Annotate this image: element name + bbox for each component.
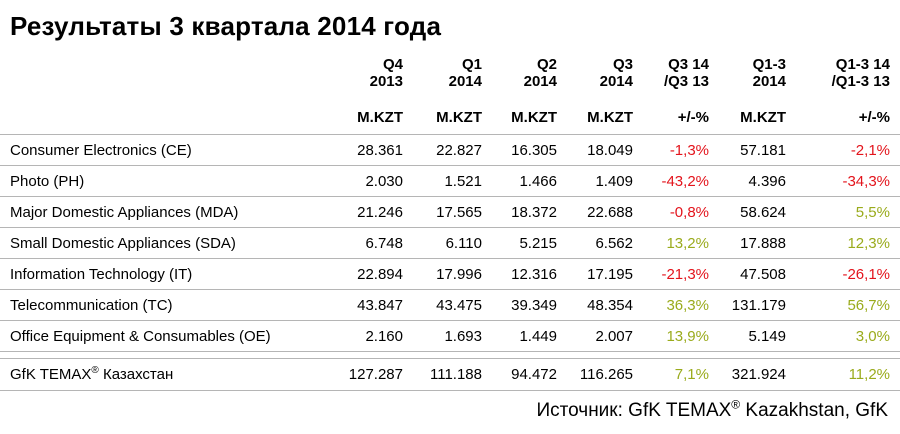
- column-header-q3-2014: Q3 2014: [599, 56, 633, 90]
- cell-q1-3-change: -26,1%: [796, 258, 900, 290]
- table-row: Small Domestic Appliances (SDA) 6.748 6.11…: [0, 227, 900, 259]
- cell-q2-2014: 39.349: [492, 289, 567, 321]
- table-row-total: GfK TEMAX® Казахстан 127.287 111.188 94.…: [0, 358, 900, 391]
- row-label: Consumer Electronics (CE): [0, 134, 340, 166]
- column-header-q4-2013: Q4 2013: [369, 56, 403, 90]
- unit-header: M.KZT: [492, 94, 567, 135]
- cell-q3-change: 36,3%: [643, 289, 719, 321]
- table-row: Office Equipment & Consumables (OE) 2.160…: [0, 320, 900, 352]
- table-row: Consumer Electronics (CE) 28.361 22.827 16.…: [0, 134, 900, 166]
- cell-q3-2014: 1.409: [567, 165, 643, 197]
- cell-q1-3-2014: 58.624: [719, 196, 796, 228]
- row-label: Office Equipment & Consumables (OE): [0, 320, 340, 352]
- cell-q3-2014: 48.354: [567, 289, 643, 321]
- registered-mark: ®: [731, 397, 741, 412]
- total-q1-3-change: 11,2%: [796, 358, 900, 391]
- cell-q4-2013: 43.847: [340, 289, 413, 321]
- cell-q4-2013: 28.361: [340, 134, 413, 166]
- cell-q3-2014: 6.562: [567, 227, 643, 259]
- table-row: Major Domestic Appliances (MDA) 21.246 17.…: [0, 196, 900, 228]
- header-unit-label-cell: [0, 94, 340, 135]
- header-row-units: M.KZT M.KZT M.KZT M.KZT +/-% M.KZT +/-%: [0, 94, 900, 135]
- row-label: Telecommunication (TC): [0, 289, 340, 321]
- cell-q1-3-2014: 4.396: [719, 165, 796, 197]
- cell-q1-3-change: 3,0%: [796, 320, 900, 352]
- cell-q2-2014: 18.372: [492, 196, 567, 228]
- cell-q4-2013: 6.748: [340, 227, 413, 259]
- cell-q2-2014: 16.305: [492, 134, 567, 166]
- registered-mark: ®: [91, 365, 99, 376]
- unit-header: M.KZT: [719, 94, 796, 135]
- column-header-q1-3-2014: Q1-3 2014: [752, 56, 786, 90]
- row-label: Photo (PH): [0, 165, 340, 197]
- table-row: Information Technology (IT) 22.894 17.996 1…: [0, 258, 900, 290]
- page-title: Результаты 3 квартала 2014 года: [10, 11, 442, 41]
- table-body: Consumer Electronics (CE) 28.361 22.827 16.…: [0, 134, 900, 391]
- cell-q3-change: -1,3%: [643, 134, 719, 166]
- results-table: Q4 2013 Q1 2014 Q2 2014 Q3 2014 Q3 14/Q3 13 …: [0, 56, 900, 391]
- cell-q1-3-change: 5,5%: [796, 196, 900, 228]
- column-header-q2-2014: Q2 2014: [523, 56, 557, 90]
- header-label-cell: [0, 56, 340, 94]
- cell-q3-change: -43,2%: [643, 165, 719, 197]
- cell-q1-3-change: -34,3%: [796, 165, 900, 197]
- cell-q4-2013: 22.894: [340, 258, 413, 290]
- cell-q1-3-2014: 47.508: [719, 258, 796, 290]
- cell-q4-2013: 21.246: [340, 196, 413, 228]
- cell-q2-2014: 12.316: [492, 258, 567, 290]
- cell-q1-2014: 22.827: [413, 134, 492, 166]
- table-row: Photo (PH) 2.030 1.521 1.466 1.409 -43,2% 4.39…: [0, 165, 900, 197]
- total-q4-2013: 127.287: [340, 358, 413, 391]
- row-label: Major Domestic Appliances (MDA): [0, 196, 340, 228]
- cell-q1-3-2014: 5.149: [719, 320, 796, 352]
- total-label: GfK TEMAX® Казахстан: [0, 358, 340, 391]
- cell-q1-2014: 1.521: [413, 165, 492, 197]
- unit-header: +/-%: [643, 94, 719, 135]
- total-q3-change: 7,1%: [643, 358, 719, 391]
- cell-q4-2013: 2.030: [340, 165, 413, 197]
- cell-q1-2014: 17.565: [413, 196, 492, 228]
- column-header-q1-3-change: Q1-3 14/Q1-3 13: [831, 56, 890, 90]
- total-q1-3-2014: 321.924: [719, 358, 796, 391]
- source-note: Источник: GfK TEMAX® Kazakhstan, GfK: [536, 397, 889, 421]
- cell-q3-change: -0,8%: [643, 196, 719, 228]
- header-row-periods: Q4 2013 Q1 2014 Q2 2014 Q3 2014 Q3 14/Q3 13 …: [0, 56, 900, 94]
- cell-q3-change: -21,3%: [643, 258, 719, 290]
- cell-q1-2014: 6.110: [413, 227, 492, 259]
- cell-q1-3-2014: 131.179: [719, 289, 796, 321]
- cell-q3-2014: 17.195: [567, 258, 643, 290]
- table-spacer-row: [0, 351, 900, 359]
- column-header-q1-2014: Q1 2014: [448, 56, 482, 90]
- cell-q1-3-change: -2,1%: [796, 134, 900, 166]
- cell-q1-3-change: 56,7%: [796, 289, 900, 321]
- cell-q2-2014: 5.215: [492, 227, 567, 259]
- unit-header: +/-%: [796, 94, 900, 135]
- row-label: Information Technology (IT): [0, 258, 340, 290]
- cell-q1-2014: 17.996: [413, 258, 492, 290]
- cell-q2-2014: 1.466: [492, 165, 567, 197]
- column-header-q3-change: Q3 14/Q3 13: [663, 56, 709, 90]
- cell-q3-2014: 18.049: [567, 134, 643, 166]
- unit-header: M.KZT: [567, 94, 643, 135]
- unit-header: M.KZT: [413, 94, 492, 135]
- cell-q3-2014: 22.688: [567, 196, 643, 228]
- total-q3-2014: 116.265: [567, 358, 643, 391]
- total-q1-2014: 111.188: [413, 358, 492, 391]
- cell-q1-2014: 1.693: [413, 320, 492, 352]
- cell-q2-2014: 1.449: [492, 320, 567, 352]
- cell-q1-2014: 43.475: [413, 289, 492, 321]
- table-row: Telecommunication (TC) 43.847 43.475 39.349…: [0, 289, 900, 321]
- unit-header: M.KZT: [340, 94, 413, 135]
- cell-q1-3-2014: 17.888: [719, 227, 796, 259]
- cell-q1-3-change: 12,3%: [796, 227, 900, 259]
- cell-q1-3-2014: 57.181: [719, 134, 796, 166]
- cell-q4-2013: 2.160: [340, 320, 413, 352]
- cell-q3-change: 13,2%: [643, 227, 719, 259]
- cell-q3-2014: 2.007: [567, 320, 643, 352]
- cell-q3-change: 13,9%: [643, 320, 719, 352]
- total-q2-2014: 94.472: [492, 358, 567, 391]
- row-label: Small Domestic Appliances (SDA): [0, 227, 340, 259]
